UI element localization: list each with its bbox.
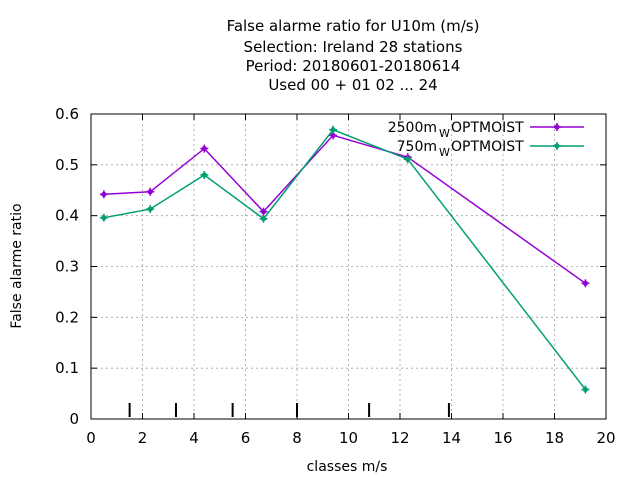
data-point [146, 187, 155, 196]
legend-label-sub: W [439, 146, 450, 159]
legend-swatch-marker [553, 142, 561, 150]
data-point [259, 214, 268, 223]
x-axis-ticks: 0 2 4 6 8 10 12 14 16 18 20 [86, 114, 616, 447]
title-line-1: False alarme ratio for U10m (m/s) [227, 17, 480, 35]
x-tick-label: 8 [292, 429, 302, 447]
data-point [259, 207, 268, 216]
y-tick-label: 0 [69, 410, 79, 428]
x-tick-label: 20 [596, 429, 615, 447]
y-tick-label: 0.5 [55, 156, 79, 174]
y-tick-label: 0.3 [55, 258, 79, 276]
x-tick-label: 6 [241, 429, 251, 447]
data-point [99, 213, 108, 222]
data-point [200, 171, 209, 179]
y-tick-label: 0.2 [55, 308, 79, 326]
y-tick-label: 0.4 [55, 207, 79, 225]
x-axis-label: classes m/s [307, 459, 388, 475]
y-axis-label: False alarme ratio [9, 203, 25, 328]
legend-swatch-marker [553, 123, 561, 131]
y-tick-label: 0.1 [55, 359, 79, 377]
y-axis-ticks: 0 0.1 0.2 0.3 0.4 0.5 0.6 [55, 105, 606, 428]
chart-title: False alarme ratio for U10m (m/s) Select… [227, 17, 480, 94]
legend-label-suffix: OPTMOIST [451, 139, 524, 155]
x-tick-label: 12 [390, 429, 409, 447]
grid-lines [91, 114, 606, 419]
data-point [581, 279, 590, 288]
legend-item: 750m W OPTMOIST [397, 139, 584, 159]
x-tick-label: 16 [493, 429, 512, 447]
title-line-3: Period: 20180601-20180614 [246, 57, 461, 75]
legend-item: 2500m W OPTMOIST [388, 120, 584, 140]
data-point [99, 190, 108, 199]
legend-label: 750m [397, 139, 437, 155]
series-line [103, 128, 586, 390]
x-tick-label: 2 [138, 429, 148, 447]
title-line-2: Selection: Ireland 28 stations [244, 38, 463, 56]
legend-label-suffix: OPTMOIST [451, 120, 524, 136]
class-boundary-marks [128, 403, 450, 417]
legend-label: 2500m [388, 120, 437, 136]
x-tick-label: 14 [442, 429, 461, 447]
series-line [103, 134, 586, 284]
data-point [200, 144, 209, 153]
x-tick-label: 4 [189, 429, 199, 447]
x-tick-label: 18 [545, 429, 564, 447]
y-tick-label: 0.6 [55, 105, 79, 123]
title-line-4: Used 00 + 01 02 ... 24 [268, 76, 437, 94]
series-layer [99, 125, 590, 394]
x-tick-label: 0 [86, 429, 96, 447]
data-point [329, 125, 338, 134]
x-tick-label: 10 [339, 429, 358, 447]
data-point [146, 205, 155, 214]
legend-label-sub: W [439, 127, 450, 140]
data-point [403, 155, 412, 164]
data-point [581, 385, 590, 394]
series-750m [99, 125, 590, 394]
